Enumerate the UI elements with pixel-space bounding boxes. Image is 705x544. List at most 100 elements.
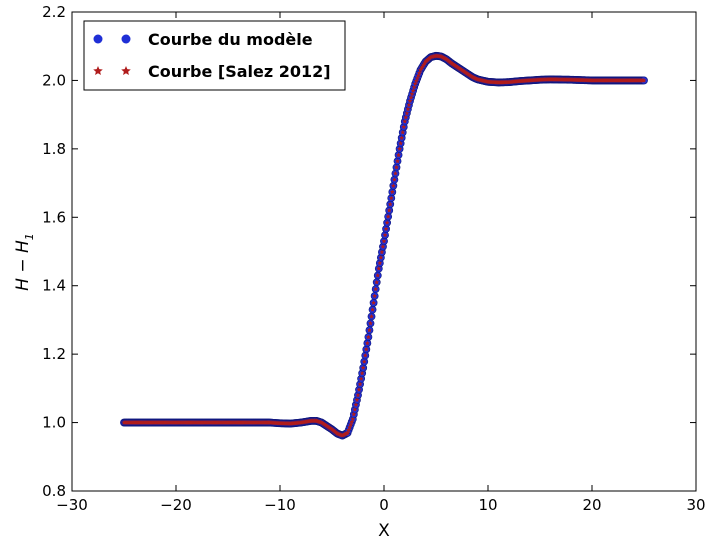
salez-point [389,189,395,195]
salez-point [366,327,372,333]
y-tick-label: 2.0 [42,71,66,89]
salez-point [388,195,394,201]
x-tick-label: 0 [379,496,389,514]
salez-point [365,334,371,340]
y-tick-label: 1.4 [42,277,66,295]
legend-marker-model-2 [121,34,131,44]
x-tick-label: −30 [56,496,88,514]
salez-point [390,183,396,188]
salez-point [375,272,381,278]
salez-point [406,102,412,108]
salez-point [395,158,400,164]
salez-point [399,135,405,141]
salez-point [354,397,360,403]
salez-point [348,422,354,427]
salez-point [641,77,647,83]
salez-point [350,416,356,422]
salez-point [380,244,386,249]
salez-point [381,238,387,244]
salez-point [374,279,380,285]
y-tick-label: 2.2 [42,3,66,21]
legend-box [83,20,346,91]
legend: Courbe du modèle Courbe [Salez 2012] [83,20,346,91]
salez-point [359,370,365,376]
salez-point [361,359,367,364]
x-tick-label: 30 [686,496,705,514]
legend-marker-salez-2 [121,66,131,76]
salez-point [347,424,353,430]
y-tick-label: 1.0 [42,414,66,432]
salez-point [391,177,397,182]
salez-point [346,427,352,433]
salez-point [398,140,404,146]
salez-point [408,94,414,100]
y-axis-title-subscript: 1 [23,233,36,240]
legend-label-model: Courbe du modèle [148,30,313,49]
salez-point [355,392,361,398]
svg-text:H − H1: H − H1 [13,233,36,291]
salez-point [401,124,407,130]
salez-point [410,88,416,93]
salez-point [353,402,359,407]
y-axis-title-main: H − H [13,240,33,291]
legend-marker-salez-1 [93,66,103,76]
salez-point [356,387,362,392]
y-axis-title: H − H1 [13,233,36,291]
salez-point [409,91,415,97]
salez-point [351,411,357,417]
salez-point [387,201,393,207]
salez-point [404,110,410,116]
salez-point [383,226,389,232]
salez-point [414,75,420,81]
salez-point [396,152,402,158]
salez-point [407,98,413,104]
salez-point [397,146,403,151]
salez-point [413,78,419,84]
salez-point [405,106,411,112]
y-tick-label: 1.2 [42,345,66,363]
salez-point [382,232,388,238]
salez-point [385,214,391,219]
salez-point [377,260,383,266]
salez-point [369,313,374,319]
y-tick-label: 1.8 [42,140,66,158]
salez-point [386,207,392,213]
y-tick-label: 0.8 [42,482,66,500]
salez-point [412,81,418,86]
salez-point [357,381,363,387]
salez-point [363,346,369,352]
x-tick-label: −20 [160,496,192,514]
salez-point [360,365,366,370]
salez-point [372,293,378,299]
salez-point [416,70,422,75]
salez-point [362,352,368,358]
salez-point [345,430,351,435]
salez-point [371,300,377,305]
salez-point [358,376,364,381]
legend-marker-model-1 [93,34,103,44]
salez-point [411,84,417,90]
x-tick-label: 10 [478,496,497,514]
legend-label-salez: Courbe [Salez 2012] [148,62,331,81]
x-tick-label: −10 [264,496,296,514]
salez-point [352,406,358,412]
salez-point [400,129,406,135]
salez-point [376,266,382,271]
salez-point [392,170,398,176]
salez-point [415,73,421,78]
salez-point [378,255,384,260]
salez-point [368,320,373,326]
salez-point [373,286,379,292]
x-axis-title: X [378,521,390,541]
marks-layer [120,51,648,440]
salez-point [394,164,399,170]
salez-point [364,340,370,346]
salez-point [384,220,390,225]
salez-point [379,249,385,255]
salez-point [349,419,355,424]
x-tick-label: 20 [582,496,601,514]
salez-point [403,114,409,120]
ticks-layer: −30 −20 −10 0 10 20 30 0.8 1.0 1.2 1.4 1.6 1.8 2.0 2.2 [42,3,705,514]
salez-point [370,307,376,312]
